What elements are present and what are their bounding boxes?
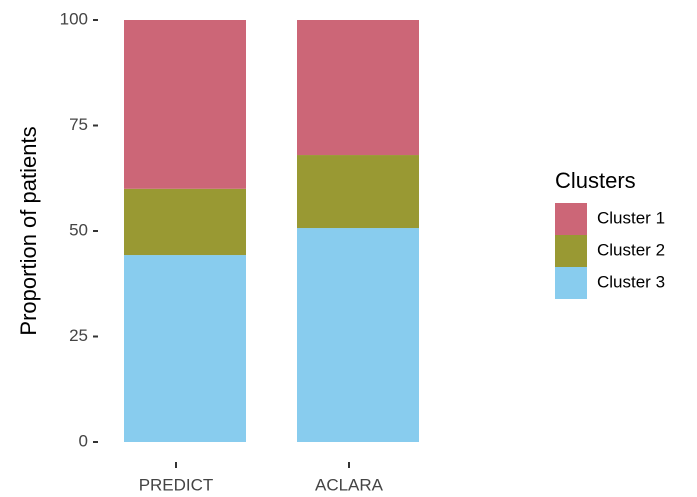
bar-segment <box>297 20 419 156</box>
legend-key <box>555 235 587 267</box>
bar-segment <box>124 188 246 256</box>
y-tick-label: 50 <box>69 220 88 239</box>
legend-label: Cluster 2 <box>597 240 665 259</box>
legend-title: Clusters <box>555 168 636 193</box>
y-axis-title: Proportion of patients <box>16 126 41 335</box>
bar-segment <box>124 20 246 189</box>
legend-label: Cluster 3 <box>597 272 665 291</box>
bar-segment <box>297 155 419 229</box>
bar-segment <box>297 228 419 442</box>
bar-segment <box>124 255 246 442</box>
y-tick-label: 25 <box>69 326 88 345</box>
legend-key <box>555 267 587 299</box>
y-tick-label: 100 <box>60 9 88 28</box>
legend-label: Cluster 1 <box>597 208 665 227</box>
y-tick-label: 75 <box>69 115 88 134</box>
x-tick-label: ACLARA <box>315 475 384 494</box>
x-tick-label: PREDICT <box>139 475 214 494</box>
legend-key <box>555 203 587 235</box>
y-tick-label: 0 <box>79 431 88 450</box>
